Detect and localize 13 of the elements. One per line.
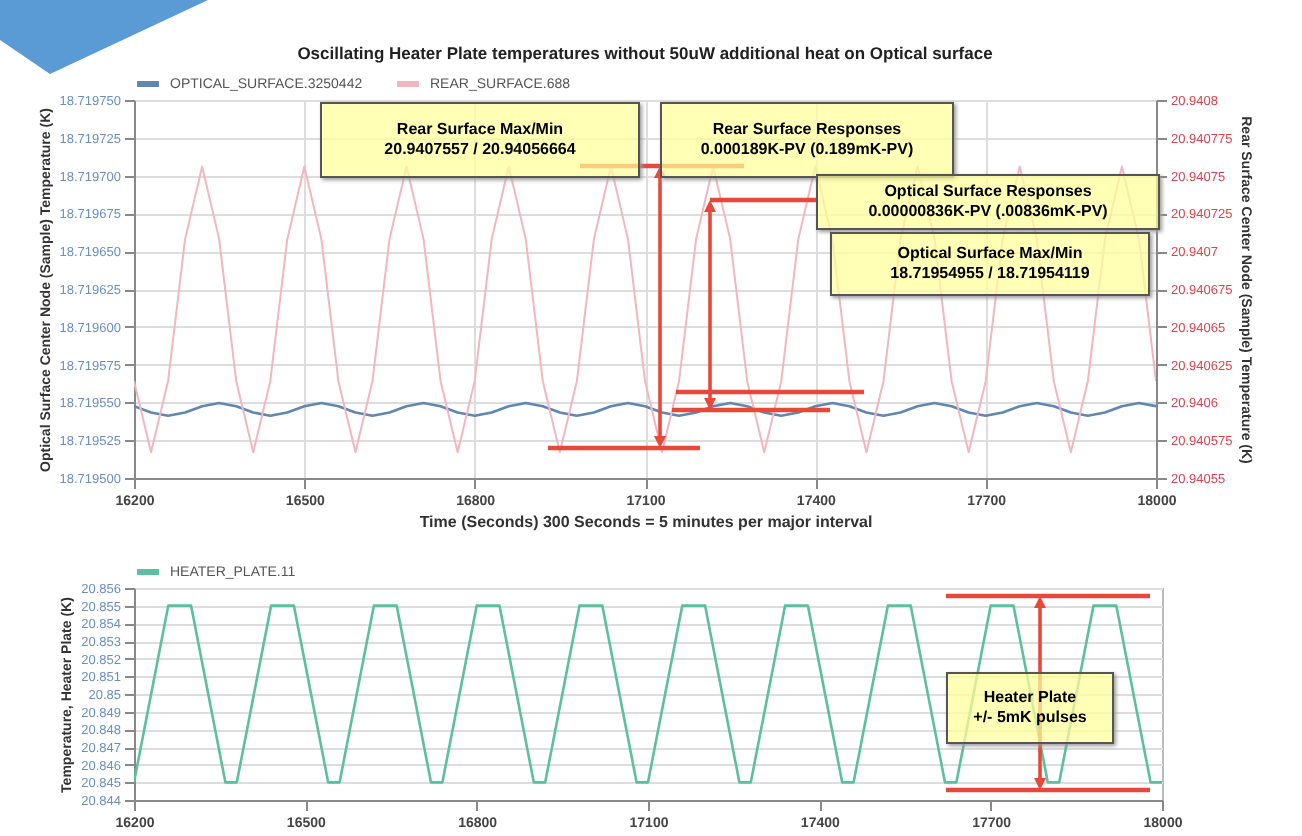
note-box: Heater Plate +/- 5mK pulses [946,672,1114,744]
line-series [134,401,1156,418]
note-box: Optical Surface Max/Min 18.71954955 / 18.71954119 [830,232,1150,296]
note-box: Rear Surface Responses 0.000189K-PV (0.189mK-PV) [660,102,954,178]
annotation: Optical Surface Max/Min 18.71954955 / 18.71954119 [888,244,1092,284]
chart-title: Oscillating Heater Plate temperatures without 50uW additional heat on Optical surface [297,43,994,63]
annotation: Rear Surface Max/Min 20.9407557 / 20.94056664 [382,120,578,160]
note-box: Optical Surface Responses 0.00000836K-PV (.00836mK-PV) [816,174,1160,230]
note-box: Rear Surface Max/Min 20.9407557 / 20.94056664 [320,102,640,178]
x-axis-title: Time (Seconds) 300 Seconds = 5 minutes per major interval [419,513,873,531]
annotation: Rear Surface Responses 0.000189K-PV (0.189mK-PV) [698,120,916,160]
annotation: Optical Surface Responses 0.00000836K-PV (.00836mK-PV) [866,182,1110,222]
annotation: Heater Plate +/- 5mK pulses [971,688,1089,728]
